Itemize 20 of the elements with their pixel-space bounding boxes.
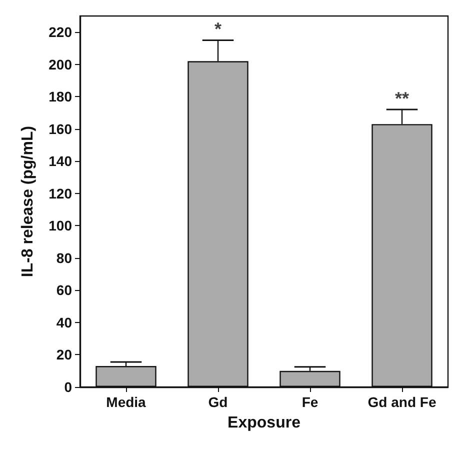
y-tick-label: 20 — [56, 346, 72, 363]
x-tick-label: Gd and Fe — [368, 394, 436, 410]
y-tick-label: 80 — [56, 250, 72, 266]
y-tick-label: 220 — [48, 24, 72, 40]
y-tick-label: 140 — [48, 153, 72, 170]
y-tick-label: 40 — [56, 314, 72, 330]
annotation: * — [214, 19, 222, 40]
x-tick-label: Fe — [302, 394, 318, 410]
y-tick-label: 100 — [48, 218, 72, 234]
y-tick-label: 60 — [56, 282, 72, 298]
annotation: ** — [394, 88, 410, 109]
x-tick-label: Gd — [208, 394, 228, 410]
x-axis-title: Exposure — [228, 414, 301, 432]
y-tick-label: 120 — [48, 185, 72, 202]
y-tick-label: 200 — [48, 56, 72, 72]
y-axis-title: IL-8 release (pg/mL) — [20, 126, 36, 278]
y-tick-label: 160 — [48, 120, 72, 137]
y-tick-label: 180 — [48, 88, 72, 105]
y-tick-label: 0 — [64, 379, 72, 395]
x-tick-label: Media — [106, 394, 146, 410]
